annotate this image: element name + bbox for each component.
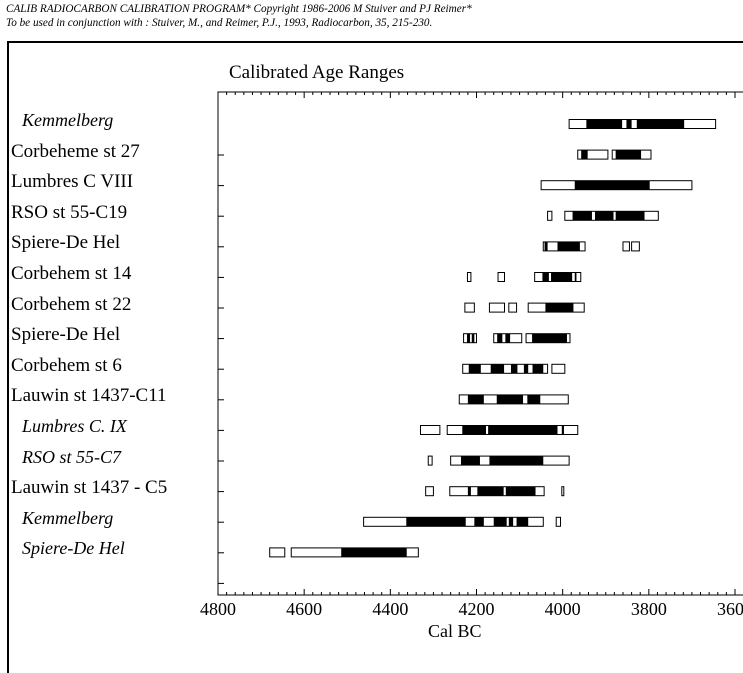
range-1sigma-bar xyxy=(594,211,614,221)
sample-label: Lauwin st 1437-C11 xyxy=(11,385,167,407)
range-1sigma-bar xyxy=(341,547,407,557)
range-1sigma-bar xyxy=(527,394,541,404)
range-1sigma-bar xyxy=(615,211,645,221)
frame-left-border xyxy=(7,41,9,673)
range-2sigma-bar xyxy=(631,241,640,252)
range-1sigma-bar xyxy=(626,119,632,129)
range-1sigma-bar xyxy=(468,364,481,374)
range-1sigma-bar xyxy=(516,517,529,527)
range-1sigma-bar xyxy=(497,333,503,343)
range-1sigma-bar xyxy=(477,486,504,496)
range-2sigma-bar xyxy=(464,302,475,313)
x-tick-label: 4400 xyxy=(372,599,408,619)
range-1sigma-bar xyxy=(561,425,564,435)
sample-label: Corbeheme st 27 xyxy=(11,140,140,162)
range-1sigma-bar xyxy=(545,303,574,313)
range-1sigma-bar xyxy=(572,211,592,221)
range-2sigma-bar xyxy=(427,455,433,466)
range-1sigma-bar xyxy=(490,364,505,374)
range-1sigma-bar xyxy=(586,119,623,129)
range-1sigma-bar xyxy=(544,241,548,251)
range-2sigma-bar xyxy=(508,302,518,313)
range-1sigma-bar xyxy=(574,272,577,282)
range-1sigma-bar xyxy=(467,333,471,343)
range-1sigma-bar xyxy=(505,333,511,343)
frame-top-border xyxy=(7,41,743,43)
range-1sigma-bar xyxy=(510,364,518,374)
x-tick-label: 3800 xyxy=(631,599,667,619)
sample-label: Spiere-De Hel xyxy=(22,538,125,559)
range-1sigma-bar xyxy=(636,119,685,129)
chart-title: Calibrated Age Ranges xyxy=(229,62,405,83)
range-1sigma-bar xyxy=(615,150,642,160)
sample-label: Spiere-De Hel xyxy=(11,324,121,346)
range-2sigma-bar xyxy=(555,516,562,527)
program-header: CALIB RADIOCARBON CALIBRATION PROGRAM* C… xyxy=(6,3,472,15)
range-1sigma-bar xyxy=(508,517,514,527)
range-1sigma-bar xyxy=(467,486,471,496)
range-1sigma-bar xyxy=(471,333,475,343)
range-1sigma-bar xyxy=(489,456,544,466)
range-1sigma-bar xyxy=(581,150,588,160)
range-2sigma-bar xyxy=(561,486,565,497)
range-1sigma-bar xyxy=(467,394,484,404)
citation-header: To be used in conjunction with : Stuiver… xyxy=(6,17,433,29)
sample-label: Corbehem st 14 xyxy=(11,263,132,284)
range-2sigma-bar xyxy=(269,547,286,558)
range-2sigma-bar xyxy=(551,363,566,374)
range-1sigma-bar xyxy=(462,425,486,435)
x-tick-label: 4000 xyxy=(545,599,581,619)
x-axis-label: Cal BC xyxy=(428,621,482,641)
sample-label: Lauwin st 1437 - C5 xyxy=(11,477,168,499)
sample-label: Kemmelberg xyxy=(22,110,114,130)
range-2sigma-bar xyxy=(497,272,506,282)
range-1sigma-bar xyxy=(496,394,524,404)
x-tick-label: 4800 xyxy=(200,599,236,619)
range-2sigma-bar xyxy=(419,425,441,435)
range-1sigma-bar xyxy=(488,425,558,435)
range-1sigma-bar xyxy=(523,364,529,374)
sample-label: Kemmelberg xyxy=(22,507,114,528)
sample-label: Corbehem st 6 xyxy=(11,354,122,376)
range-2sigma-bar xyxy=(466,272,472,282)
range-1sigma-bar xyxy=(532,364,544,374)
sample-label: RSO st 55-C7 xyxy=(22,446,121,467)
range-1sigma-bar xyxy=(505,486,536,496)
range-1sigma-bar xyxy=(406,517,466,527)
range-1sigma-bar xyxy=(551,272,573,282)
sample-label: Lumbres C. IX xyxy=(22,416,127,436)
sample-label: Spiere-De Hel xyxy=(11,232,121,254)
range-1sigma-bar xyxy=(542,272,549,282)
range-1sigma-bar xyxy=(532,333,567,343)
range-2sigma-bar xyxy=(622,241,630,252)
sample-label: Lumbres C VIII xyxy=(11,171,134,193)
x-tick-label: 4600 xyxy=(286,599,322,619)
range-2sigma-bar xyxy=(462,363,549,374)
range-1sigma-bar xyxy=(493,517,507,527)
range-1sigma-bar xyxy=(557,241,580,251)
x-tick-label: 3600 xyxy=(717,599,743,619)
x-tick-label: 4200 xyxy=(459,599,495,619)
range-1sigma-bar xyxy=(574,180,650,190)
range-1sigma-bar xyxy=(460,456,480,466)
sample-label: Corbehem st 22 xyxy=(11,293,132,315)
range-1sigma-bar xyxy=(474,517,484,527)
range-2sigma-bar xyxy=(547,210,553,221)
sample-label: RSO st 55-C19 xyxy=(11,201,128,223)
range-2sigma-bar xyxy=(425,486,434,497)
range-2sigma-bar xyxy=(488,302,506,313)
range-2sigma-bar xyxy=(577,149,609,160)
